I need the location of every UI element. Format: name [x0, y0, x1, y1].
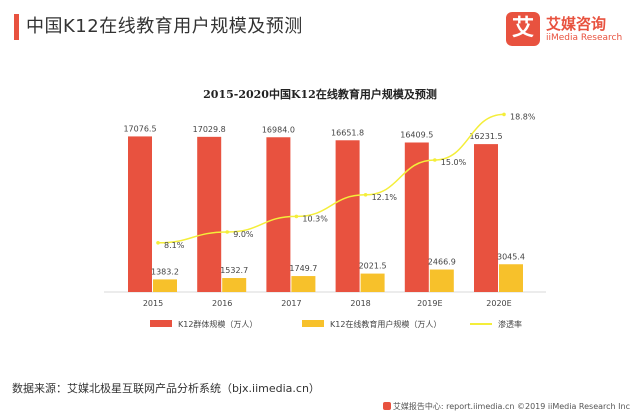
penetration-rate-point — [363, 193, 368, 197]
logo-subtitle: iiMedia Research — [546, 33, 623, 43]
legend-swatch — [302, 320, 324, 327]
x-tick-label: 2018 — [350, 299, 370, 308]
logo-name: 艾媒咨询 — [546, 15, 607, 33]
bar-value-label: 2466.9 — [428, 258, 456, 267]
penetration-rate-point — [225, 230, 229, 234]
bar-k12-online-users — [429, 269, 454, 292]
x-tick-label: 2017 — [281, 299, 301, 308]
penetration-rate-label: 10.3% — [302, 214, 328, 223]
bar-value-label: 1383.2 — [151, 267, 179, 276]
x-tick-label: 2019E — [417, 299, 442, 308]
legend-label: 渗透率 — [498, 319, 522, 329]
legend-swatch — [150, 320, 172, 327]
chart-title: 2015-2020中国K12在线教育用户规模及预测 — [203, 88, 437, 101]
bar-k12-online-users — [291, 276, 316, 292]
bar-value-label: 16231.5 — [469, 132, 502, 141]
footer: 艾媒报告中心: report.iimedia.cn ©2019 iiMedia … — [382, 401, 630, 412]
x-tick-label: 2020E — [486, 299, 511, 308]
penetration-rate-label: 15.0% — [441, 158, 467, 167]
bar-k12-population — [474, 144, 498, 292]
penetration-rate-point — [502, 112, 506, 117]
penetration-rate-point — [156, 241, 160, 245]
bar-value-label: 16984.0 — [262, 125, 295, 134]
bar-k12-online-users — [222, 278, 247, 292]
bar-k12-population — [128, 136, 152, 292]
legend-label: K12在线教育用户规模（万人） — [330, 319, 441, 329]
report-center-icon — [382, 402, 391, 410]
penetration-rate-point — [433, 158, 437, 162]
penetration-rate-label: 8.1% — [164, 241, 185, 250]
bar-value-label: 3045.4 — [497, 252, 525, 261]
bar-k12-online-users — [499, 264, 523, 292]
bar-k12-online-users — [360, 273, 385, 292]
x-tick-label: 2016 — [212, 299, 232, 308]
bar-k12-population — [404, 142, 429, 292]
penetration-rate-label: 9.0% — [233, 230, 254, 239]
title-accent-bar — [14, 14, 19, 40]
bar-value-label: 17076.5 — [123, 124, 156, 133]
footer-text: 艾媒报告中心: report.iimedia.cn ©2019 iiMedia … — [392, 402, 630, 411]
bar-value-label: 16651.8 — [331, 128, 364, 137]
bar-k12-online-users — [153, 279, 177, 292]
bar-k12-population — [335, 140, 360, 292]
bar-value-label: 1749.7 — [289, 264, 317, 273]
bar-k12-population — [197, 136, 222, 292]
data-source: 数据来源：艾媒北极星互联网产品分析系统（bjx.iimedia.cn） — [12, 382, 320, 395]
penetration-rate-label: 18.8% — [510, 112, 536, 121]
logo-glyph: 艾 — [511, 16, 534, 41]
x-tick-label: 2015 — [143, 299, 163, 308]
penetration-rate-point — [294, 214, 299, 219]
penetration-rate-label: 12.1% — [372, 193, 398, 202]
logo-icon — [506, 12, 540, 46]
bar-value-label: 2021.5 — [359, 262, 387, 271]
bar-value-label: 17029.8 — [193, 125, 226, 134]
bar-k12-population — [266, 137, 291, 292]
legend-label: K12群体规模（万人） — [178, 319, 257, 329]
bar-value-label: 16409.5 — [400, 130, 433, 139]
page-title: 中国K12在线教育用户规模及预测 — [26, 16, 303, 37]
bar-value-label: 1532.7 — [220, 266, 248, 275]
iimedia-logo: 艾 艾媒咨询 iiMedia Research — [506, 10, 628, 48]
